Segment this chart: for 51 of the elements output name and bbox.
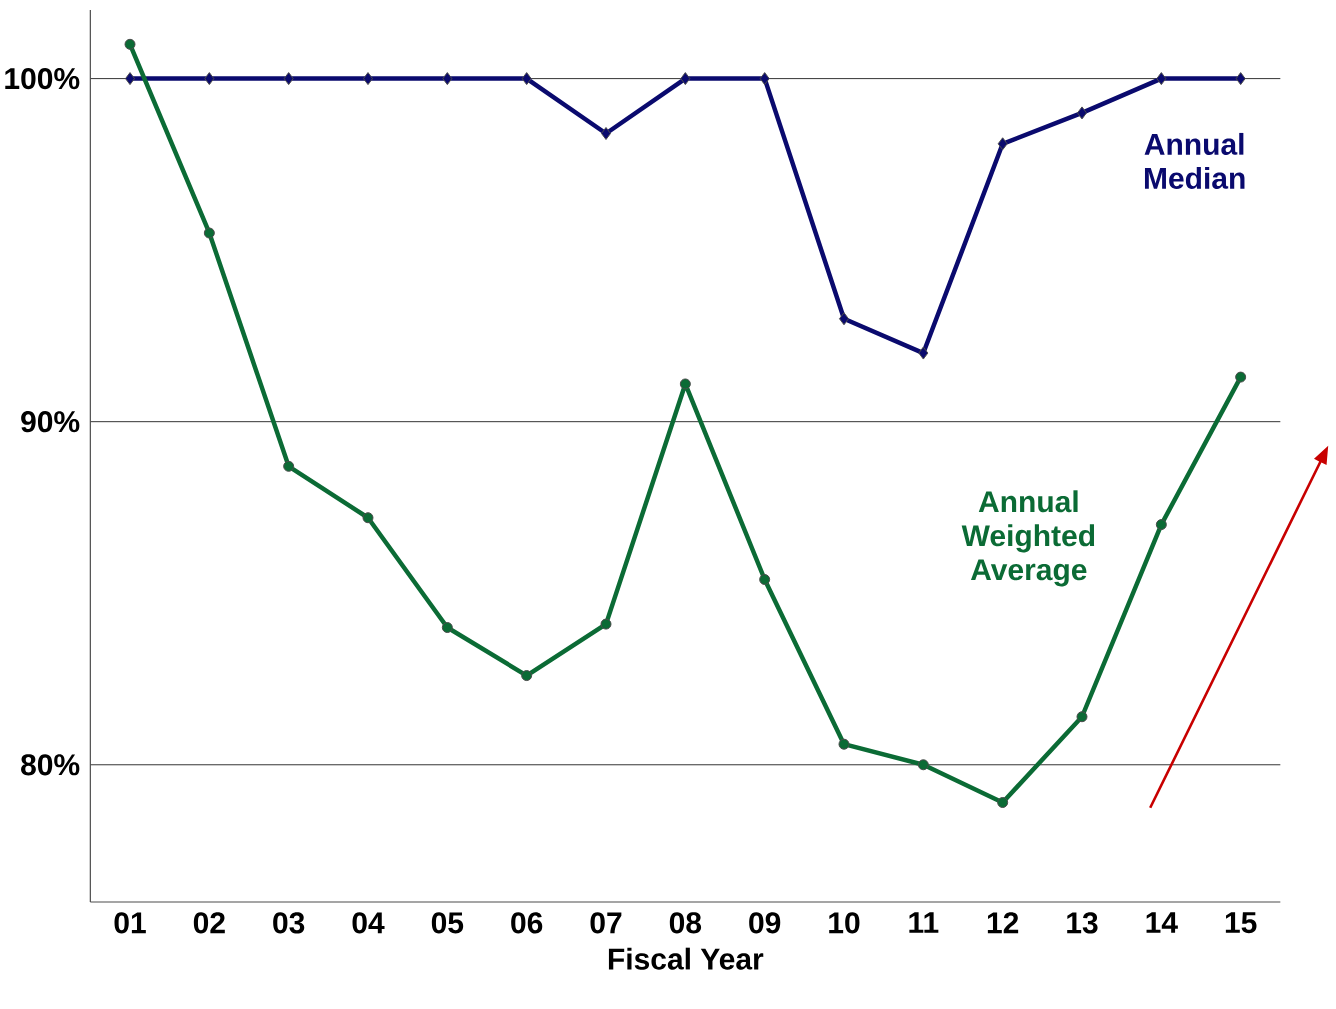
point (601, 127, 611, 140)
x-tick-label: 01 (114, 912, 146, 934)
x-tick-label: 10 (829, 912, 860, 934)
x-tick-label: 05 (431, 912, 464, 934)
y-tick-label: 90% (21, 411, 80, 433)
y-tick-label: 80% (21, 754, 80, 776)
point (1156, 72, 1167, 86)
point (283, 460, 295, 472)
x-tick-label: 12 (987, 912, 1019, 934)
x-tick-label: 14 (1146, 912, 1178, 933)
x-tick-label: 07 (590, 912, 622, 934)
x-tick-label: 09 (749, 912, 781, 934)
point (363, 72, 373, 86)
point (1235, 72, 1246, 86)
x-tick-label: 03 (273, 912, 305, 934)
x-tick-label: 13 (1067, 912, 1098, 934)
point (204, 72, 215, 86)
point (124, 38, 136, 50)
x-tick-label: 04 (352, 912, 385, 934)
point (1235, 371, 1247, 383)
point (203, 227, 215, 239)
point (1076, 711, 1088, 723)
point (283, 72, 294, 86)
point (1155, 519, 1167, 531)
y-tick-label: 100% (5, 67, 80, 90)
point (759, 72, 770, 86)
point (600, 618, 612, 630)
x-tick-label: 08 (669, 912, 702, 934)
x-tick-label: 15 (1225, 912, 1257, 934)
x-tick-label: 06 (511, 912, 543, 934)
series-label: Annual Weighted Average (961, 490, 1095, 587)
point (680, 72, 691, 86)
point (362, 512, 374, 524)
point (839, 312, 849, 326)
point (917, 759, 929, 771)
x-tick-label: 02 (193, 912, 225, 934)
series-label: Annual Median (1144, 132, 1245, 189)
point (997, 137, 1008, 151)
point (441, 622, 453, 634)
point (521, 670, 533, 682)
point (838, 738, 850, 750)
point (679, 378, 691, 390)
point (125, 72, 135, 86)
x-axis-title: Fiscal Year (608, 947, 764, 970)
point (442, 72, 453, 86)
point (759, 574, 771, 585)
point (997, 797, 1009, 808)
point (1077, 106, 1087, 120)
point (521, 72, 532, 86)
point (918, 346, 929, 360)
x-tick-label: 11 (909, 912, 939, 933)
